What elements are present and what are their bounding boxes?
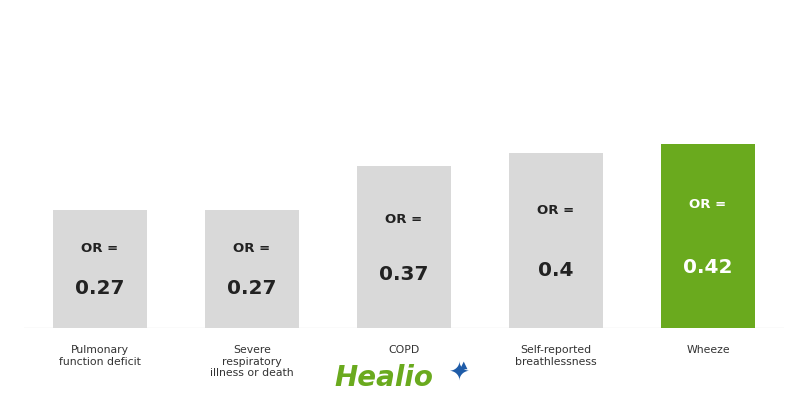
Text: gaseous vs. polluting fuels for cooking and heating:: gaseous vs. polluting fuels for cooking … xyxy=(137,58,663,76)
Bar xyxy=(53,210,147,328)
Text: 0.27: 0.27 xyxy=(227,279,277,298)
Text: Odds for various health outcomes among patients using: Odds for various health outcomes among p… xyxy=(116,24,684,41)
Text: ▲: ▲ xyxy=(460,360,468,370)
Text: OR =: OR = xyxy=(538,204,574,217)
Text: Wheeze: Wheeze xyxy=(686,345,730,355)
Bar xyxy=(661,144,755,328)
Text: OR =: OR = xyxy=(386,213,422,226)
Text: Healio: Healio xyxy=(334,364,433,392)
Text: COPD: COPD xyxy=(388,345,420,355)
Text: Severe
respiratory
illness or death: Severe respiratory illness or death xyxy=(210,345,294,378)
Text: 0.37: 0.37 xyxy=(379,265,429,284)
Text: OR =: OR = xyxy=(234,242,270,255)
Text: ✦: ✦ xyxy=(450,362,470,386)
Text: 0.27: 0.27 xyxy=(75,279,125,298)
Text: Self-reported
breathlessness: Self-reported breathlessness xyxy=(515,345,597,367)
Text: 0.42: 0.42 xyxy=(683,257,733,277)
Text: 0.4: 0.4 xyxy=(538,260,574,280)
Bar xyxy=(205,210,299,328)
Bar xyxy=(357,166,451,328)
Text: Pulmonary
function deficit: Pulmonary function deficit xyxy=(59,345,141,367)
Bar xyxy=(509,153,603,328)
Text: OR =: OR = xyxy=(690,198,726,211)
Text: OR =: OR = xyxy=(82,242,118,255)
